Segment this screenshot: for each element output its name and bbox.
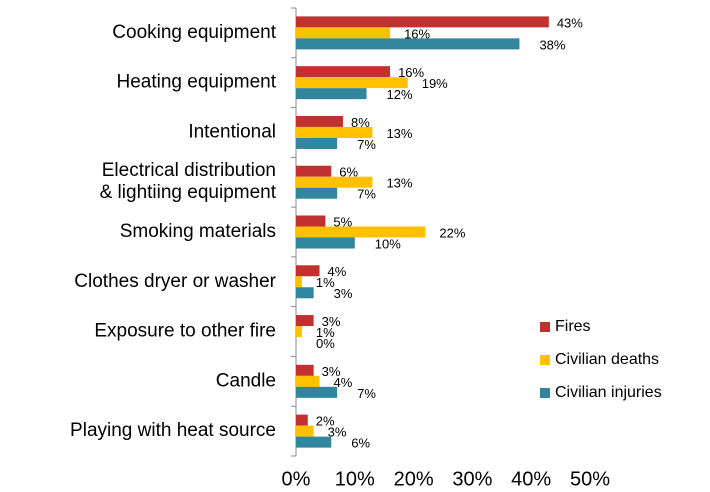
- bar: [296, 16, 549, 28]
- value-label: 12%: [387, 87, 413, 102]
- legend-swatch: [540, 388, 550, 398]
- value-label: 8%: [351, 115, 370, 130]
- value-label: 7%: [357, 137, 376, 152]
- bar: [296, 364, 314, 376]
- legend-label: Civilian deaths: [555, 351, 659, 368]
- bar: [296, 276, 302, 288]
- value-label: 19%: [422, 76, 448, 91]
- value-label: 38%: [539, 37, 565, 52]
- category-label: Cooking equipment: [112, 22, 276, 43]
- bar: [296, 375, 320, 387]
- bar: [296, 137, 338, 149]
- bar: [296, 27, 391, 39]
- legend-swatch: [540, 322, 550, 332]
- x-tick-label: 20%: [394, 468, 434, 490]
- category-label: Smoking materials: [120, 221, 276, 242]
- value-label: 43%: [557, 15, 583, 30]
- value-label: 3%: [322, 364, 341, 379]
- value-label: 1%: [316, 275, 335, 290]
- value-label: 16%: [398, 65, 424, 80]
- bar: [296, 436, 332, 448]
- bar: [296, 386, 338, 398]
- value-label: 6%: [339, 165, 358, 180]
- bar: [296, 77, 408, 89]
- x-tick-label: 50%: [570, 468, 610, 490]
- bar: [296, 287, 314, 299]
- value-label: 22%: [439, 225, 465, 240]
- value-label: 0%: [316, 336, 335, 351]
- bar: [296, 187, 338, 199]
- bar: [296, 176, 373, 188]
- x-tick-label: 30%: [452, 468, 492, 490]
- value-label: 3%: [334, 286, 353, 301]
- x-tick-label: 40%: [511, 468, 551, 490]
- category-label: Playing with heat source: [70, 420, 276, 441]
- bar: [296, 265, 320, 277]
- bar: [296, 215, 326, 227]
- value-label: 16%: [404, 26, 430, 41]
- value-label: 4%: [334, 375, 353, 390]
- category-label: Heating equipment: [117, 72, 277, 93]
- bar: [296, 315, 314, 327]
- value-label: 13%: [386, 126, 412, 141]
- legend-label: Fires: [555, 318, 591, 335]
- bar: [296, 126, 373, 138]
- value-label: 5%: [333, 214, 352, 229]
- category-label: Candle: [216, 370, 276, 391]
- category-label: Clothes dryer or washer: [74, 271, 276, 292]
- value-label: 3%: [322, 314, 341, 329]
- legend-swatch: [540, 355, 550, 365]
- bar: [296, 66, 391, 78]
- bar: [296, 237, 355, 249]
- value-label: 7%: [357, 386, 376, 401]
- legend-label: Civilian injuries: [555, 384, 662, 401]
- category-label: Intentional: [188, 121, 276, 142]
- value-label: 6%: [351, 436, 370, 451]
- bar: [296, 165, 332, 177]
- bar: [296, 326, 302, 338]
- value-label: 10%: [375, 236, 401, 251]
- x-tick-label: 0%: [282, 468, 311, 490]
- bar: [296, 414, 308, 426]
- value-label: 13%: [386, 176, 412, 191]
- value-label: 7%: [357, 187, 376, 202]
- bar: [296, 38, 520, 50]
- bar: [296, 115, 344, 127]
- category-label: Electrical distribution & lightiing equip…: [100, 160, 277, 203]
- x-tick-label: 10%: [335, 468, 375, 490]
- value-label: 1%: [316, 325, 335, 340]
- bar: [296, 226, 426, 238]
- category-label: Exposure to other fire: [94, 321, 276, 342]
- bar: [296, 88, 367, 100]
- value-label: 2%: [316, 414, 335, 429]
- bar: [296, 425, 314, 437]
- value-label: 4%: [328, 264, 347, 279]
- value-label: 3%: [328, 425, 347, 440]
